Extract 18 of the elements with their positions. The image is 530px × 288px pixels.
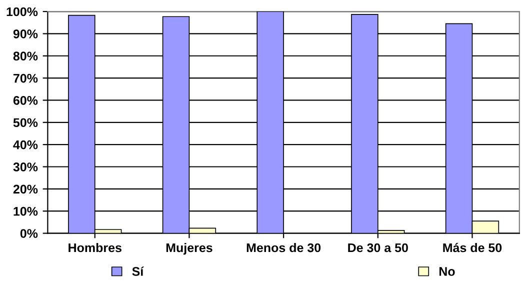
x-tick-label: Mujeres	[166, 243, 212, 255]
y-tick-label: 0%	[20, 229, 38, 238]
x-tick-label: De 30 a 50	[348, 243, 408, 252]
y-tick-label: 10%	[14, 206, 38, 216]
x-tick-label: Más de 50	[443, 242, 502, 252]
legend-label: Sí	[132, 266, 144, 276]
y-tick-label: 90%	[13, 29, 38, 38]
legend-label: No	[439, 267, 455, 276]
y-tick-label: 70%	[13, 74, 38, 83]
y-tick-label: 60%	[13, 96, 38, 105]
y-tick-label: 40%	[13, 140, 38, 150]
y-tick-label: 30%	[13, 162, 38, 172]
y-tick-label: 20%	[13, 184, 38, 194]
y-tick-label: 50%	[13, 118, 38, 128]
x-tick-label: Menos de 30	[246, 243, 321, 252]
y-tick-label: 100%	[6, 7, 38, 16]
y-tick-label: 80%	[13, 52, 38, 61]
x-tick-label: Hombres	[68, 243, 122, 252]
